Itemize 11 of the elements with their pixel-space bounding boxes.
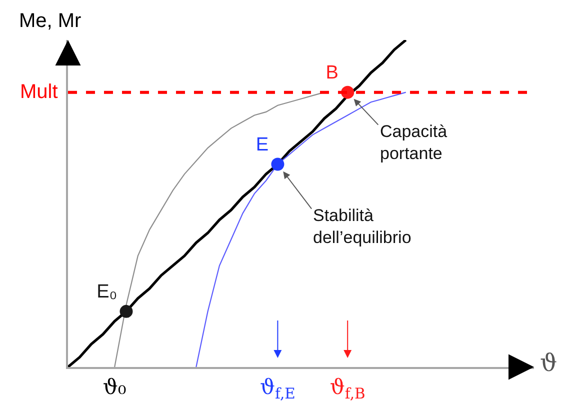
- annotation: Stabilità dell’equilibrio: [313, 206, 412, 248]
- series-label: E: [256, 134, 269, 156]
- series-label: B: [326, 62, 338, 84]
- x-tick-label: ϑ$_{f,B}$: [330, 374, 366, 402]
- series-label: E₀: [96, 282, 118, 303]
- annotation: Capacità portante: [380, 122, 448, 164]
- y-axis-title: Me, Mr: [19, 10, 82, 32]
- x-axis-title: ϑ: [540, 349, 558, 377]
- ref-line-label: Mult: [20, 81, 58, 103]
- x-tick-label: ϑ₀: [102, 374, 126, 399]
- x-tick-label: ϑ$_{f,E}$: [260, 374, 296, 402]
